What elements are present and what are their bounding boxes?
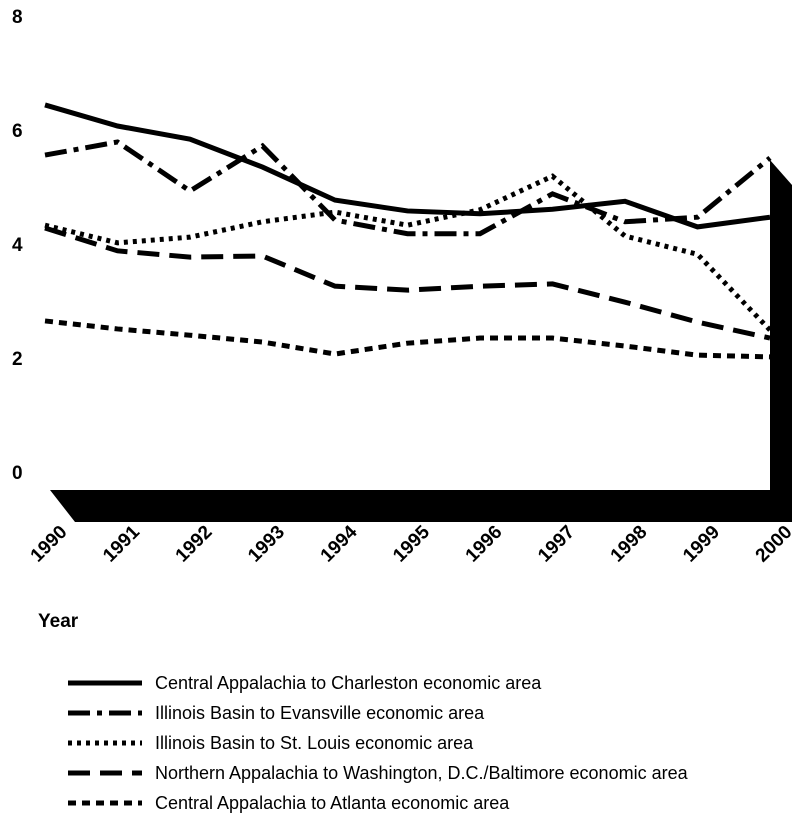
x-tick-label: 1990 [27,522,72,567]
series-line [44,139,772,237]
legend-label: Central Appalachia to Charleston economi… [155,673,542,693]
series-line [44,173,772,332]
legend-label: Illinois Basin to Evansville economic ar… [155,703,485,723]
x-tick-label: 1997 [534,522,579,567]
y-tick-label: 4 [12,235,23,256]
y-tick-label: 8 [12,7,23,28]
legend-label: Northern Appalachia to Washington, D.C./… [155,763,689,783]
x-tick-label: 1995 [389,521,434,566]
x-tick-label: 2000 [752,522,792,567]
y-tick-label: 0 [12,463,23,484]
wall-3d [770,160,792,522]
series-line [44,225,771,341]
legend-label: Central Appalachia to Atlanta economic a… [155,793,510,813]
y-tick-label: 6 [12,121,23,142]
floor-3d [50,490,770,522]
x-axis-title: Year [38,611,79,632]
legend-label: Illinois Basin to St. Louis economic are… [155,733,474,753]
x-tick-label: 1998 [607,522,652,567]
y-tick-label: 2 [12,349,23,370]
series-line [44,102,771,230]
x-tick-label: 1994 [317,521,362,566]
x-tick-label: 1999 [679,522,724,567]
x-tick-label: 1996 [462,522,507,567]
x-tick-label: 1993 [244,522,289,567]
series-line [44,318,771,360]
x-tick-label: 1992 [172,522,217,567]
x-tick-label: 1991 [99,521,144,566]
